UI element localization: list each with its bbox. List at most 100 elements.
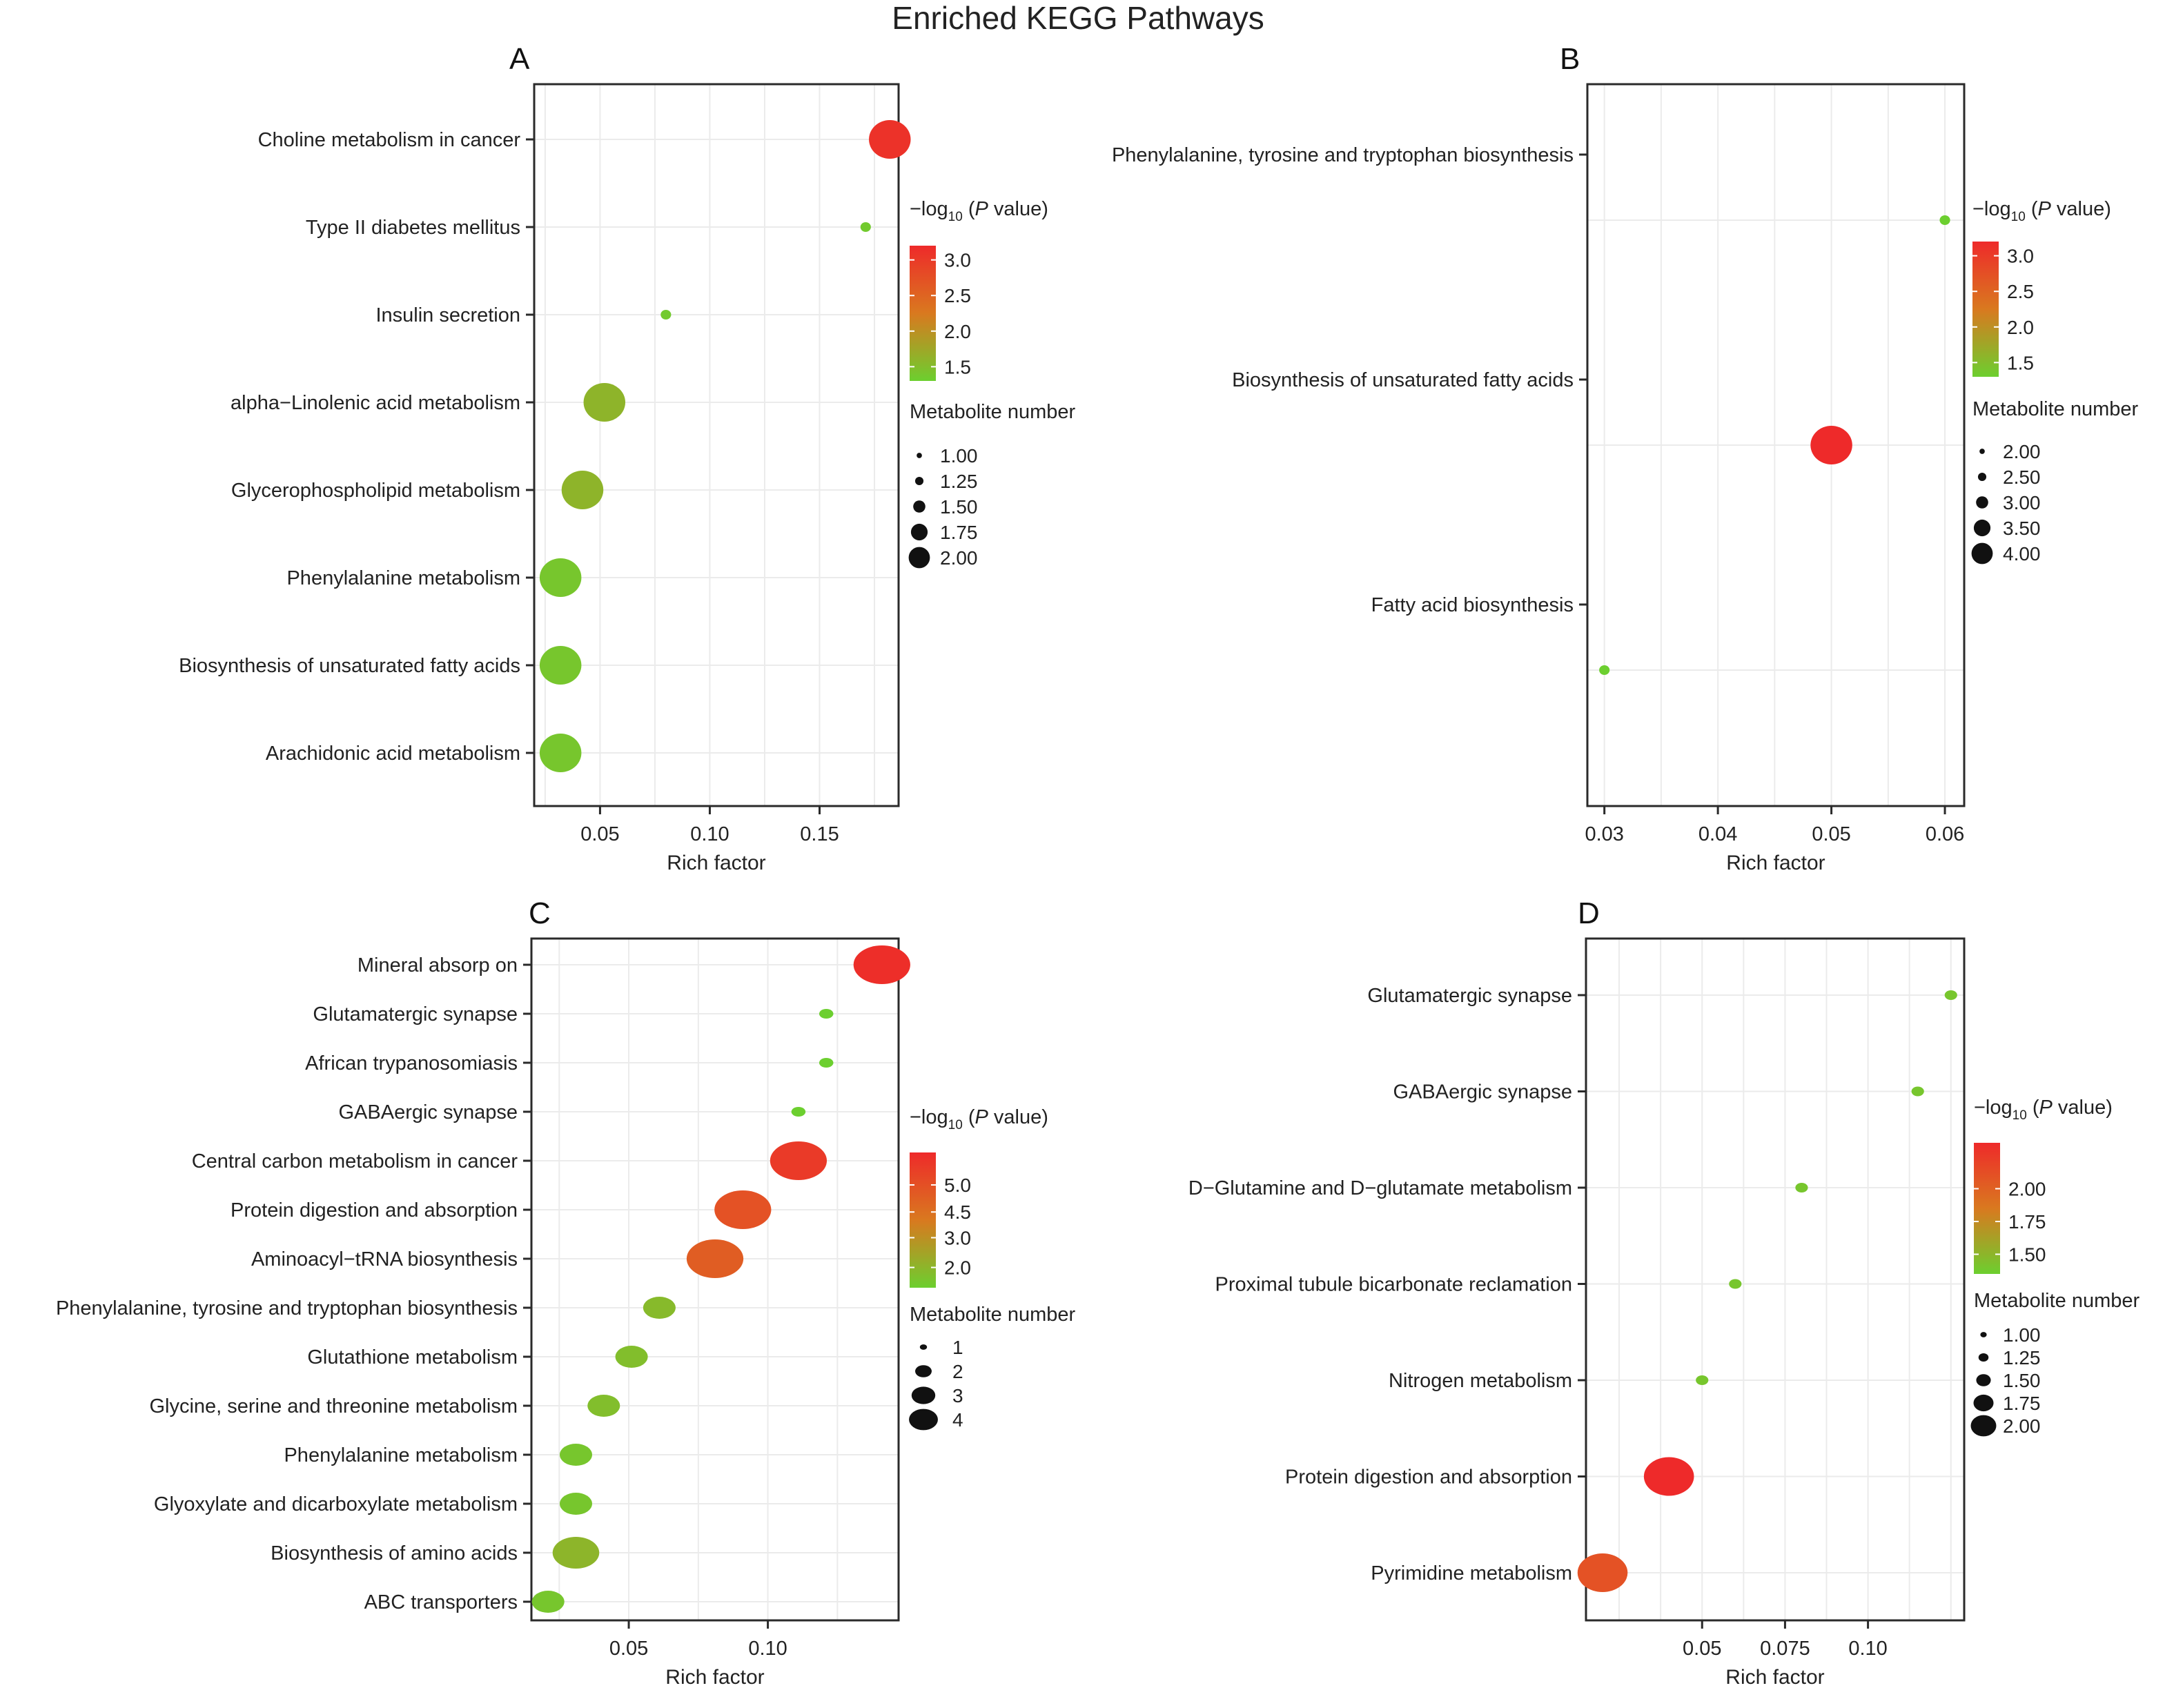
size-legend-title: Metabolite number — [910, 401, 1076, 423]
size-legend-label: 3.00 — [2003, 492, 2041, 513]
size-legend-dot — [915, 1365, 932, 1377]
category-label: Central carbon metabolism in cancer — [192, 1150, 518, 1172]
color-bar-label: 2.0 — [2007, 317, 2034, 338]
panel-label: C — [529, 896, 551, 930]
category-label: Protein digestion and absorption — [231, 1199, 518, 1221]
panel-a: A Choline metabolism in cancer Type II dia… — [179, 42, 1075, 874]
size-legend-dot — [1977, 472, 1987, 482]
size-legend-label: 3 — [952, 1385, 963, 1406]
color-legend-title: −log10 (P value) — [910, 198, 1048, 224]
data-point — [1729, 1279, 1742, 1289]
color-bar-label: 2.5 — [2007, 281, 2034, 302]
category-label: Phenylalanine, tyrosine and tryptophan b… — [56, 1297, 518, 1319]
category-label: GABAergic synapse — [338, 1101, 518, 1123]
size-legend-label: 2.50 — [2003, 467, 2041, 488]
data-point — [561, 471, 604, 509]
x-tick-label: 0.15 — [800, 823, 839, 845]
data-point — [539, 646, 582, 685]
color-bar-label: 5.0 — [944, 1175, 971, 1196]
data-point — [791, 1107, 806, 1117]
x-axis-title: Rich factor — [1725, 1666, 1824, 1689]
category-label: ABC transporters — [364, 1591, 518, 1613]
size-legend-dot — [908, 547, 930, 569]
panel-c: C Mineral absorp on Glutamatergic synapse A… — [56, 896, 1076, 1689]
size-legend-label: 1.25 — [940, 471, 978, 492]
size-legend-dot — [1973, 1394, 1994, 1412]
data-point — [770, 1141, 828, 1180]
panel-d: D Glutamatergic synapse GABAergic synapse D… — [1188, 896, 2140, 1689]
category-label: Choline metabolism in cancer — [258, 129, 521, 151]
data-point — [1939, 215, 1950, 225]
size-legend-dot — [919, 1344, 928, 1350]
category-label: Aminoacyl−tRNA biosynthesis — [251, 1248, 518, 1270]
x-tick-label: 0.10 — [690, 823, 729, 845]
size-legend-label: 4 — [952, 1409, 963, 1431]
color-legend-title: −log10 (P value) — [910, 1106, 1048, 1132]
panel-b: B Phenylalanine, tyrosine and tryptophan … — [1112, 42, 2139, 874]
color-legend-title: −log10 (P value) — [1972, 198, 2111, 224]
color-bar-label: 2.0 — [944, 1257, 971, 1279]
panel-label: A — [509, 42, 530, 76]
category-label: African trypanosomiasis — [305, 1052, 518, 1074]
data-point — [559, 1493, 592, 1515]
size-legend-dot — [1971, 542, 1993, 565]
size-legend-label: 2.00 — [2003, 441, 2041, 462]
x-tick-label: 0.10 — [1848, 1638, 1887, 1660]
x-tick-label: 0.03 — [1585, 823, 1623, 845]
panels: A Choline metabolism in cancer Type II dia… — [56, 42, 2140, 1689]
category-label: Mineral absorp on — [358, 954, 518, 976]
data-point — [531, 1591, 565, 1613]
x-tick-label: 0.05 — [1812, 823, 1850, 845]
x-axis-title: Rich factor — [667, 852, 765, 874]
data-point — [686, 1239, 744, 1278]
color-bar-label: 1.75 — [2008, 1211, 2046, 1233]
x-tick-label: 0.04 — [1698, 823, 1737, 845]
category-label: Biosynthesis of unsaturated fatty acids — [1232, 369, 1574, 391]
size-legend-label: 2 — [952, 1361, 963, 1382]
category-label: Insulin secretion — [375, 304, 520, 326]
x-axis-title: Rich factor — [1726, 852, 1825, 874]
category-label: Proximal tubule bicarbonate reclamation — [1215, 1274, 1572, 1296]
x-tick-label: 0.075 — [1760, 1638, 1810, 1660]
category-label: Glutamatergic synapse — [313, 1003, 518, 1025]
category-label: Glycine, serine and threonine metabolism — [149, 1395, 518, 1417]
size-legend-dot — [1976, 496, 1988, 509]
x-axis-title: Rich factor — [665, 1666, 764, 1689]
color-bar-label: 1.5 — [944, 356, 971, 377]
category-label: Fatty acid biosynthesis — [1371, 594, 1574, 616]
color-bar-label: 2.0 — [944, 321, 971, 342]
color-bar-label: 3.0 — [2007, 246, 2034, 267]
size-legend-dot — [910, 523, 928, 541]
category-label: D−Glutamine and D−glutamate metabolism — [1188, 1177, 1572, 1199]
category-label: Biosynthesis of unsaturated fatty acids — [179, 655, 520, 677]
size-legend-label: 1.00 — [940, 445, 978, 467]
size-legend-title: Metabolite number — [1974, 1290, 2140, 1312]
size-legend-dot — [911, 1386, 936, 1404]
x-tick-label: 0.06 — [1926, 823, 1964, 845]
category-label: Nitrogen metabolism — [1389, 1370, 1572, 1392]
data-point — [1696, 1375, 1709, 1385]
category-label: Phenylalanine metabolism — [286, 567, 520, 589]
color-bar — [910, 246, 936, 381]
color-bar-label: 2.5 — [944, 285, 971, 306]
data-point — [1911, 1086, 1924, 1097]
color-bar-label: 1.5 — [2007, 352, 2034, 373]
x-tick-label: 0.10 — [748, 1638, 787, 1660]
color-bar-label: 1.50 — [2008, 1244, 2046, 1266]
size-legend-label: 3.50 — [2003, 518, 2041, 539]
plot-frame — [1585, 937, 1966, 1622]
data-point — [583, 383, 626, 422]
data-point — [869, 120, 911, 159]
data-point — [853, 945, 910, 984]
data-point — [539, 734, 582, 772]
plot-frame — [533, 83, 900, 807]
category-label: Phenylalanine metabolism — [284, 1444, 518, 1466]
data-point — [1577, 1553, 1628, 1592]
data-point — [552, 1537, 600, 1569]
size-legend-dot — [913, 500, 926, 513]
size-legend-label: 1.50 — [2003, 1370, 2041, 1391]
color-bar — [1972, 242, 1999, 377]
data-point — [559, 1444, 592, 1466]
category-label: Glutamatergic synapse — [1367, 985, 1572, 1007]
size-legend-label: 1.25 — [2003, 1347, 2041, 1368]
